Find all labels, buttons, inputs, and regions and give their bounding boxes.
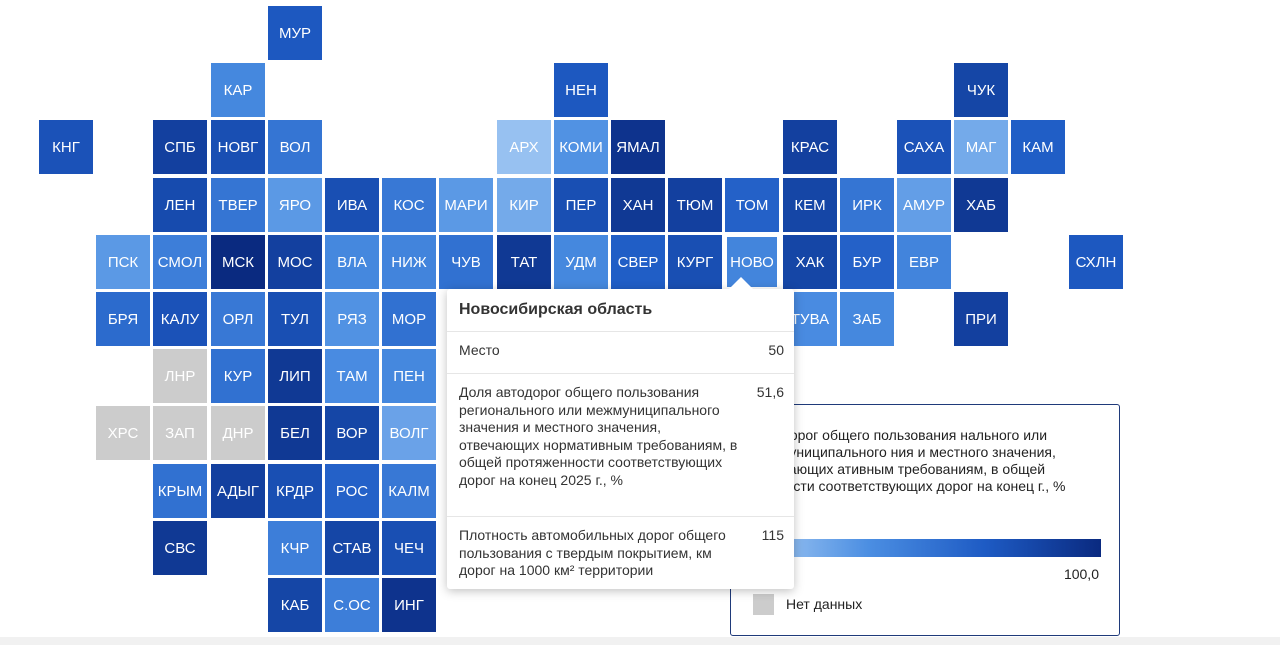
region-tile[interactable]: ЕВР	[897, 235, 951, 289]
region-tile[interactable]: КРАС	[783, 120, 837, 174]
legend-title: автодорог общего пользования нального ил…	[753, 427, 1066, 494]
region-tile[interactable]: МСК	[211, 235, 265, 289]
bottom-strip	[0, 637, 1280, 645]
region-tile[interactable]: ЗАБ	[840, 292, 894, 346]
region-tile[interactable]: АДЫГ	[211, 464, 265, 518]
tooltip-row-label: Доля автодорог общего пользования регион…	[459, 384, 738, 488]
region-tile[interactable]: БЕЛ	[268, 406, 322, 460]
legend-color-scale	[753, 539, 1101, 557]
region-tile[interactable]: КОМИ	[554, 120, 608, 174]
region-tile[interactable]: СВС	[153, 521, 207, 575]
region-tile[interactable]: КУРГ	[668, 235, 722, 289]
region-tile[interactable]: ЛЕН	[153, 178, 207, 232]
region-tile[interactable]: КОС	[382, 178, 436, 232]
region-tile[interactable]: ХАК	[783, 235, 837, 289]
region-tile[interactable]: КАР	[211, 63, 265, 117]
region-tile[interactable]: КУР	[211, 349, 265, 403]
region-tile[interactable]: ИРК	[840, 178, 894, 232]
tooltip-row-value: 50	[768, 342, 784, 358]
region-tile[interactable]: НЕН	[554, 63, 608, 117]
region-tile[interactable]: НОВГ	[211, 120, 265, 174]
region-tile[interactable]: АРХ	[497, 120, 551, 174]
region-tile[interactable]: СПБ	[153, 120, 207, 174]
region-tile[interactable]: ВОР	[325, 406, 379, 460]
region-tile[interactable]: ТАМ	[325, 349, 379, 403]
region-tile[interactable]: САХА	[897, 120, 951, 174]
tooltip-row-value: 51,6	[756, 384, 784, 400]
region-tile[interactable]: СМОЛ	[153, 235, 207, 289]
region-tile[interactable]: МАРИ	[439, 178, 493, 232]
region-tile[interactable]: ПРИ	[954, 292, 1008, 346]
tooltip-row-rank: Место 50	[447, 331, 794, 373]
region-tile[interactable]: МОР	[382, 292, 436, 346]
tooltip-row-value: 115	[761, 527, 784, 543]
legend-max-label: 100,0	[1063, 566, 1099, 582]
region-tile[interactable]: ЯМАЛ	[611, 120, 665, 174]
region-tile[interactable]: БРЯ	[96, 292, 150, 346]
region-tile[interactable]: ЯРО	[268, 178, 322, 232]
region-tile[interactable]: КИР	[497, 178, 551, 232]
region-tile[interactable]: ОРЛ	[211, 292, 265, 346]
region-tile[interactable]: ИНГ	[382, 578, 436, 632]
region-tile[interactable]: ПСК	[96, 235, 150, 289]
region-tile[interactable]: КЕМ	[783, 178, 837, 232]
region-tile[interactable]: ЧУК	[954, 63, 1008, 117]
region-tile[interactable]: ЗАП	[153, 406, 207, 460]
region-tile[interactable]: БУР	[840, 235, 894, 289]
region-tile[interactable]: СТАВ	[325, 521, 379, 575]
region-tile[interactable]: ИВА	[325, 178, 379, 232]
region-tile[interactable]: СХЛН	[1069, 235, 1123, 289]
region-tile[interactable]: КАБ	[268, 578, 322, 632]
region-tile[interactable]: КРЫМ	[153, 464, 207, 518]
region-tile[interactable]: ЛНР	[153, 349, 207, 403]
tooltip-arrow	[728, 277, 754, 290]
region-tile[interactable]: КАЛУ	[153, 292, 207, 346]
region-tile[interactable]: АМУР	[897, 178, 951, 232]
tooltip-row-label: Место	[459, 342, 500, 358]
region-tile[interactable]: ЧЕЧ	[382, 521, 436, 575]
tooltip-title: Новосибирская область	[459, 301, 653, 318]
region-tile[interactable]: ДНР	[211, 406, 265, 460]
region-tile[interactable]: ХАН	[611, 178, 665, 232]
region-tile[interactable]: ТЮМ	[668, 178, 722, 232]
region-tile[interactable]: ТУЛ	[268, 292, 322, 346]
tooltip-row-road-share: Доля автодорог общего пользования регион…	[447, 373, 794, 516]
region-tile[interactable]: ПЕР	[554, 178, 608, 232]
region-tile[interactable]: КНГ	[39, 120, 93, 174]
region-tile[interactable]: ЛИП	[268, 349, 322, 403]
region-tile[interactable]: ВОЛ	[268, 120, 322, 174]
region-tooltip: Новосибирская область Место 50 Доля авто…	[447, 277, 794, 589]
region-tile[interactable]: ЧУВ	[439, 235, 493, 289]
region-tile[interactable]: КЧР	[268, 521, 322, 575]
tooltip-row-label: Плотность автомобильных дорог общего пол…	[459, 527, 726, 578]
legend: автодорог общего пользования нального ил…	[730, 404, 1120, 636]
region-tile[interactable]: РОС	[325, 464, 379, 518]
region-tile[interactable]: МОС	[268, 235, 322, 289]
region-tile[interactable]: ПЕН	[382, 349, 436, 403]
region-tile[interactable]: ТВЕР	[211, 178, 265, 232]
legend-nodata-label: Нет данных	[786, 596, 863, 612]
region-tile[interactable]: РЯЗ	[325, 292, 379, 346]
region-tile[interactable]: СВЕР	[611, 235, 665, 289]
region-tile[interactable]: ВЛА	[325, 235, 379, 289]
region-tile[interactable]: КРДР	[268, 464, 322, 518]
region-tile[interactable]: ХАБ	[954, 178, 1008, 232]
region-tile[interactable]: КАЛМ	[382, 464, 436, 518]
region-tile[interactable]: МУР	[268, 6, 322, 60]
region-tile[interactable]: НИЖ	[382, 235, 436, 289]
region-tile[interactable]: С.ОС	[325, 578, 379, 632]
region-tile[interactable]: ВОЛГ	[382, 406, 436, 460]
region-tile[interactable]: УДМ	[554, 235, 608, 289]
region-tile[interactable]: КАМ	[1011, 120, 1065, 174]
region-tile[interactable]: МАГ	[954, 120, 1008, 174]
legend-nodata-swatch	[753, 594, 774, 615]
region-tile[interactable]: ХРС	[96, 406, 150, 460]
region-tile[interactable]: ТОМ	[725, 178, 779, 232]
region-tile[interactable]: ТАТ	[497, 235, 551, 289]
tooltip-row-road-density: Плотность автомобильных дорог общего пол…	[447, 516, 794, 589]
